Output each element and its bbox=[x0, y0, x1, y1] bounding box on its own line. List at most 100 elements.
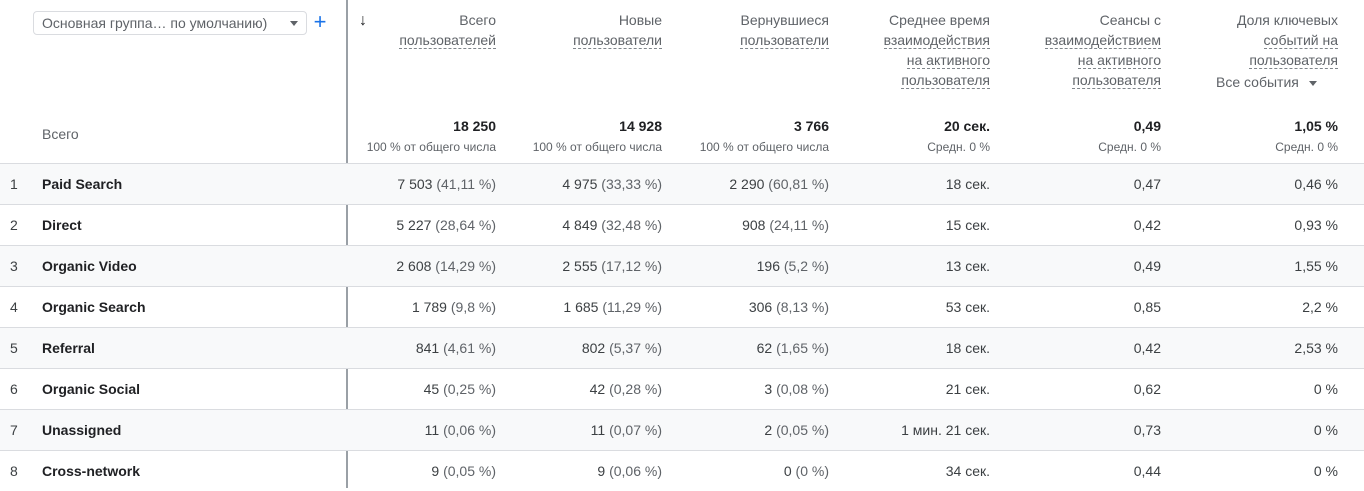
sort-descending-icon[interactable]: ↓ bbox=[359, 12, 367, 29]
metric-cell: 5 227 (28,64 %) bbox=[396, 205, 496, 245]
table-row[interactable]: 5 Referral 841 (4,61 %) 802 (5,37 %) 62 (1,6… bbox=[0, 327, 1364, 368]
header-line: Вернувшиеся bbox=[740, 12, 830, 28]
metric-value: 34 сек. bbox=[945, 463, 990, 479]
table-row[interactable]: 7 Unassigned 11 (0,06 %) 11 (0,07 %) 2 (0,05… bbox=[0, 409, 1364, 450]
row-index: 6 bbox=[10, 381, 18, 397]
table-row[interactable]: 6 Organic Social 45 (0,25 %) 42 (0,28 %) 3 (… bbox=[0, 368, 1364, 409]
header-line: взаимодействием bbox=[1044, 32, 1161, 49]
dimension-group-label: Основная группа… по умолчанию) bbox=[42, 15, 268, 31]
header-line: на активного bbox=[1077, 52, 1161, 69]
metric-percent: (0,05 %) bbox=[776, 422, 829, 438]
metric-cell: 802 (5,37 %) bbox=[582, 328, 662, 368]
key-events-selector[interactable]: Все события bbox=[1216, 74, 1317, 90]
header-line: пользователя bbox=[1072, 72, 1161, 89]
metric-value: 2 555 bbox=[562, 258, 598, 274]
metric-cell: 2 (0,05 %) bbox=[764, 410, 829, 450]
metric-value: 1,55 % bbox=[1294, 258, 1338, 274]
column-header-new-users[interactable]: Новые пользователи bbox=[573, 10, 662, 50]
metric-value: 2 bbox=[764, 422, 773, 438]
total-value: 18 250 bbox=[453, 118, 496, 134]
metric-value: 0,47 bbox=[1133, 176, 1161, 192]
metric-value: 9 bbox=[597, 463, 606, 479]
metric-percent: (33,33 %) bbox=[601, 176, 662, 192]
metric-cell: 4 849 (32,48 %) bbox=[562, 205, 662, 245]
table-row[interactable]: 1 Paid Search 7 503 (41,11 %) 4 975 (33,33 … bbox=[0, 163, 1364, 204]
channel-name[interactable]: Organic Search bbox=[42, 299, 146, 315]
channel-name[interactable]: Paid Search bbox=[42, 176, 123, 192]
header-line: пользователи bbox=[740, 32, 829, 49]
metric-value: 2 290 bbox=[729, 176, 765, 192]
metric-percent: (4,61 %) bbox=[443, 340, 496, 356]
row-index: 4 bbox=[10, 299, 18, 315]
metric-percent: (32,48 %) bbox=[601, 217, 662, 233]
table-row[interactable]: 4 Organic Search 1 789 (9,8 %) 1 685 (11,29… bbox=[0, 286, 1364, 327]
metric-cell: 2 608 (14,29 %) bbox=[396, 246, 496, 286]
total-percent: Средн. 0 % bbox=[927, 140, 990, 154]
header-line: пользователей bbox=[399, 32, 496, 49]
dropdown-arrow-icon bbox=[290, 21, 298, 26]
metric-cell: 42 (0,28 %) bbox=[590, 369, 662, 409]
channel-name[interactable]: Organic Video bbox=[42, 258, 137, 274]
column-header-total-users[interactable]: Всего пользователей bbox=[399, 10, 496, 50]
header-line: Новые bbox=[618, 12, 662, 28]
total-row-label: Всего bbox=[42, 126, 79, 142]
channel-name[interactable]: Referral bbox=[42, 340, 95, 356]
metric-value: 0 bbox=[783, 463, 792, 479]
column-header-engaged-sessions[interactable]: Сеансы с взаимодействием на активного по… bbox=[1044, 10, 1161, 90]
metric-value: 0,46 % bbox=[1294, 176, 1338, 192]
total-percent: Средн. 0 % bbox=[1098, 140, 1161, 154]
metric-percent: (0,05 %) bbox=[443, 463, 496, 479]
metric-value: 196 bbox=[756, 258, 780, 274]
total-value: 3 766 bbox=[793, 118, 829, 134]
row-index: 2 bbox=[10, 217, 18, 233]
metric-value: 4 849 bbox=[562, 217, 598, 233]
total-value: 14 928 bbox=[619, 118, 662, 134]
channel-name[interactable]: Organic Social bbox=[42, 381, 141, 397]
metric-cell: 1 789 (9,8 %) bbox=[412, 287, 496, 327]
channel-name[interactable]: Unassigned bbox=[42, 422, 122, 438]
metric-value: 0,73 bbox=[1133, 422, 1161, 438]
row-index: 7 bbox=[10, 422, 18, 438]
metric-value: 18 сек. bbox=[945, 176, 990, 192]
metric-value: 0 % bbox=[1313, 463, 1338, 479]
metric-percent: (0,25 %) bbox=[443, 381, 496, 397]
metric-percent: (0,28 %) bbox=[609, 381, 662, 397]
metric-percent: (28,64 %) bbox=[435, 217, 496, 233]
total-percent: 100 % от общего числа bbox=[366, 140, 496, 154]
dropdown-arrow-icon bbox=[1308, 80, 1317, 86]
metric-value: 0 % bbox=[1313, 422, 1338, 438]
total-percent: Средн. 0 % bbox=[1275, 140, 1338, 154]
row-index: 1 bbox=[10, 176, 18, 192]
column-header-avg-engagement-time[interactable]: Среднее время взаимодействия на активног… bbox=[883, 10, 990, 90]
total-value: 1,05 % bbox=[1294, 118, 1338, 134]
header-line: Всего bbox=[459, 12, 496, 28]
metric-cell: 9 (0,05 %) bbox=[431, 451, 496, 491]
metric-value: 45 bbox=[423, 381, 440, 397]
add-dimension-button[interactable]: + bbox=[313, 9, 327, 34]
dimension-group-selector[interactable]: Основная группа… по умолчанию) bbox=[33, 11, 307, 35]
metric-percent: (0 %) bbox=[795, 463, 829, 479]
column-header-key-event-rate[interactable]: Доля ключевых событий на пользователя bbox=[1237, 10, 1338, 70]
metric-value: 15 сек. bbox=[945, 217, 990, 233]
metric-value: 18 сек. bbox=[945, 340, 990, 356]
metric-cell: 11 (0,07 %) bbox=[591, 410, 662, 450]
metric-value: 1 685 bbox=[563, 299, 599, 315]
total-value: 0,49 bbox=[1133, 118, 1161, 134]
column-header-returning-users[interactable]: Вернувшиеся пользователи bbox=[740, 10, 829, 50]
table-row[interactable]: 3 Organic Video 2 608 (14,29 %) 2 555 (17,1… bbox=[0, 245, 1364, 286]
table-row[interactable]: 2 Direct 5 227 (28,64 %) 4 849 (32,48 %) 908… bbox=[0, 204, 1364, 245]
metric-cell: 45 (0,25 %) bbox=[424, 369, 496, 409]
metric-cell: 11 (0,06 %) bbox=[425, 410, 496, 450]
metric-cell: 4 975 (33,33 %) bbox=[562, 164, 662, 204]
metric-value: 1 789 bbox=[411, 299, 447, 315]
metric-cell: 841 (4,61 %) bbox=[416, 328, 496, 368]
total-value: 20 сек. bbox=[944, 118, 990, 134]
metric-cell: 3 (0,08 %) bbox=[764, 369, 829, 409]
row-index: 3 bbox=[10, 258, 18, 274]
channel-name[interactable]: Direct bbox=[42, 217, 82, 233]
table-row[interactable]: 8 Cross-network 9 (0,05 %) 9 (0,06 %) 0 (0 %… bbox=[0, 450, 1364, 491]
metric-value: 0 % bbox=[1313, 381, 1338, 397]
metric-percent: (17,12 %) bbox=[601, 258, 662, 274]
metric-cell: 196 (5,2 %) bbox=[757, 246, 829, 286]
channel-name[interactable]: Cross-network bbox=[42, 463, 141, 479]
